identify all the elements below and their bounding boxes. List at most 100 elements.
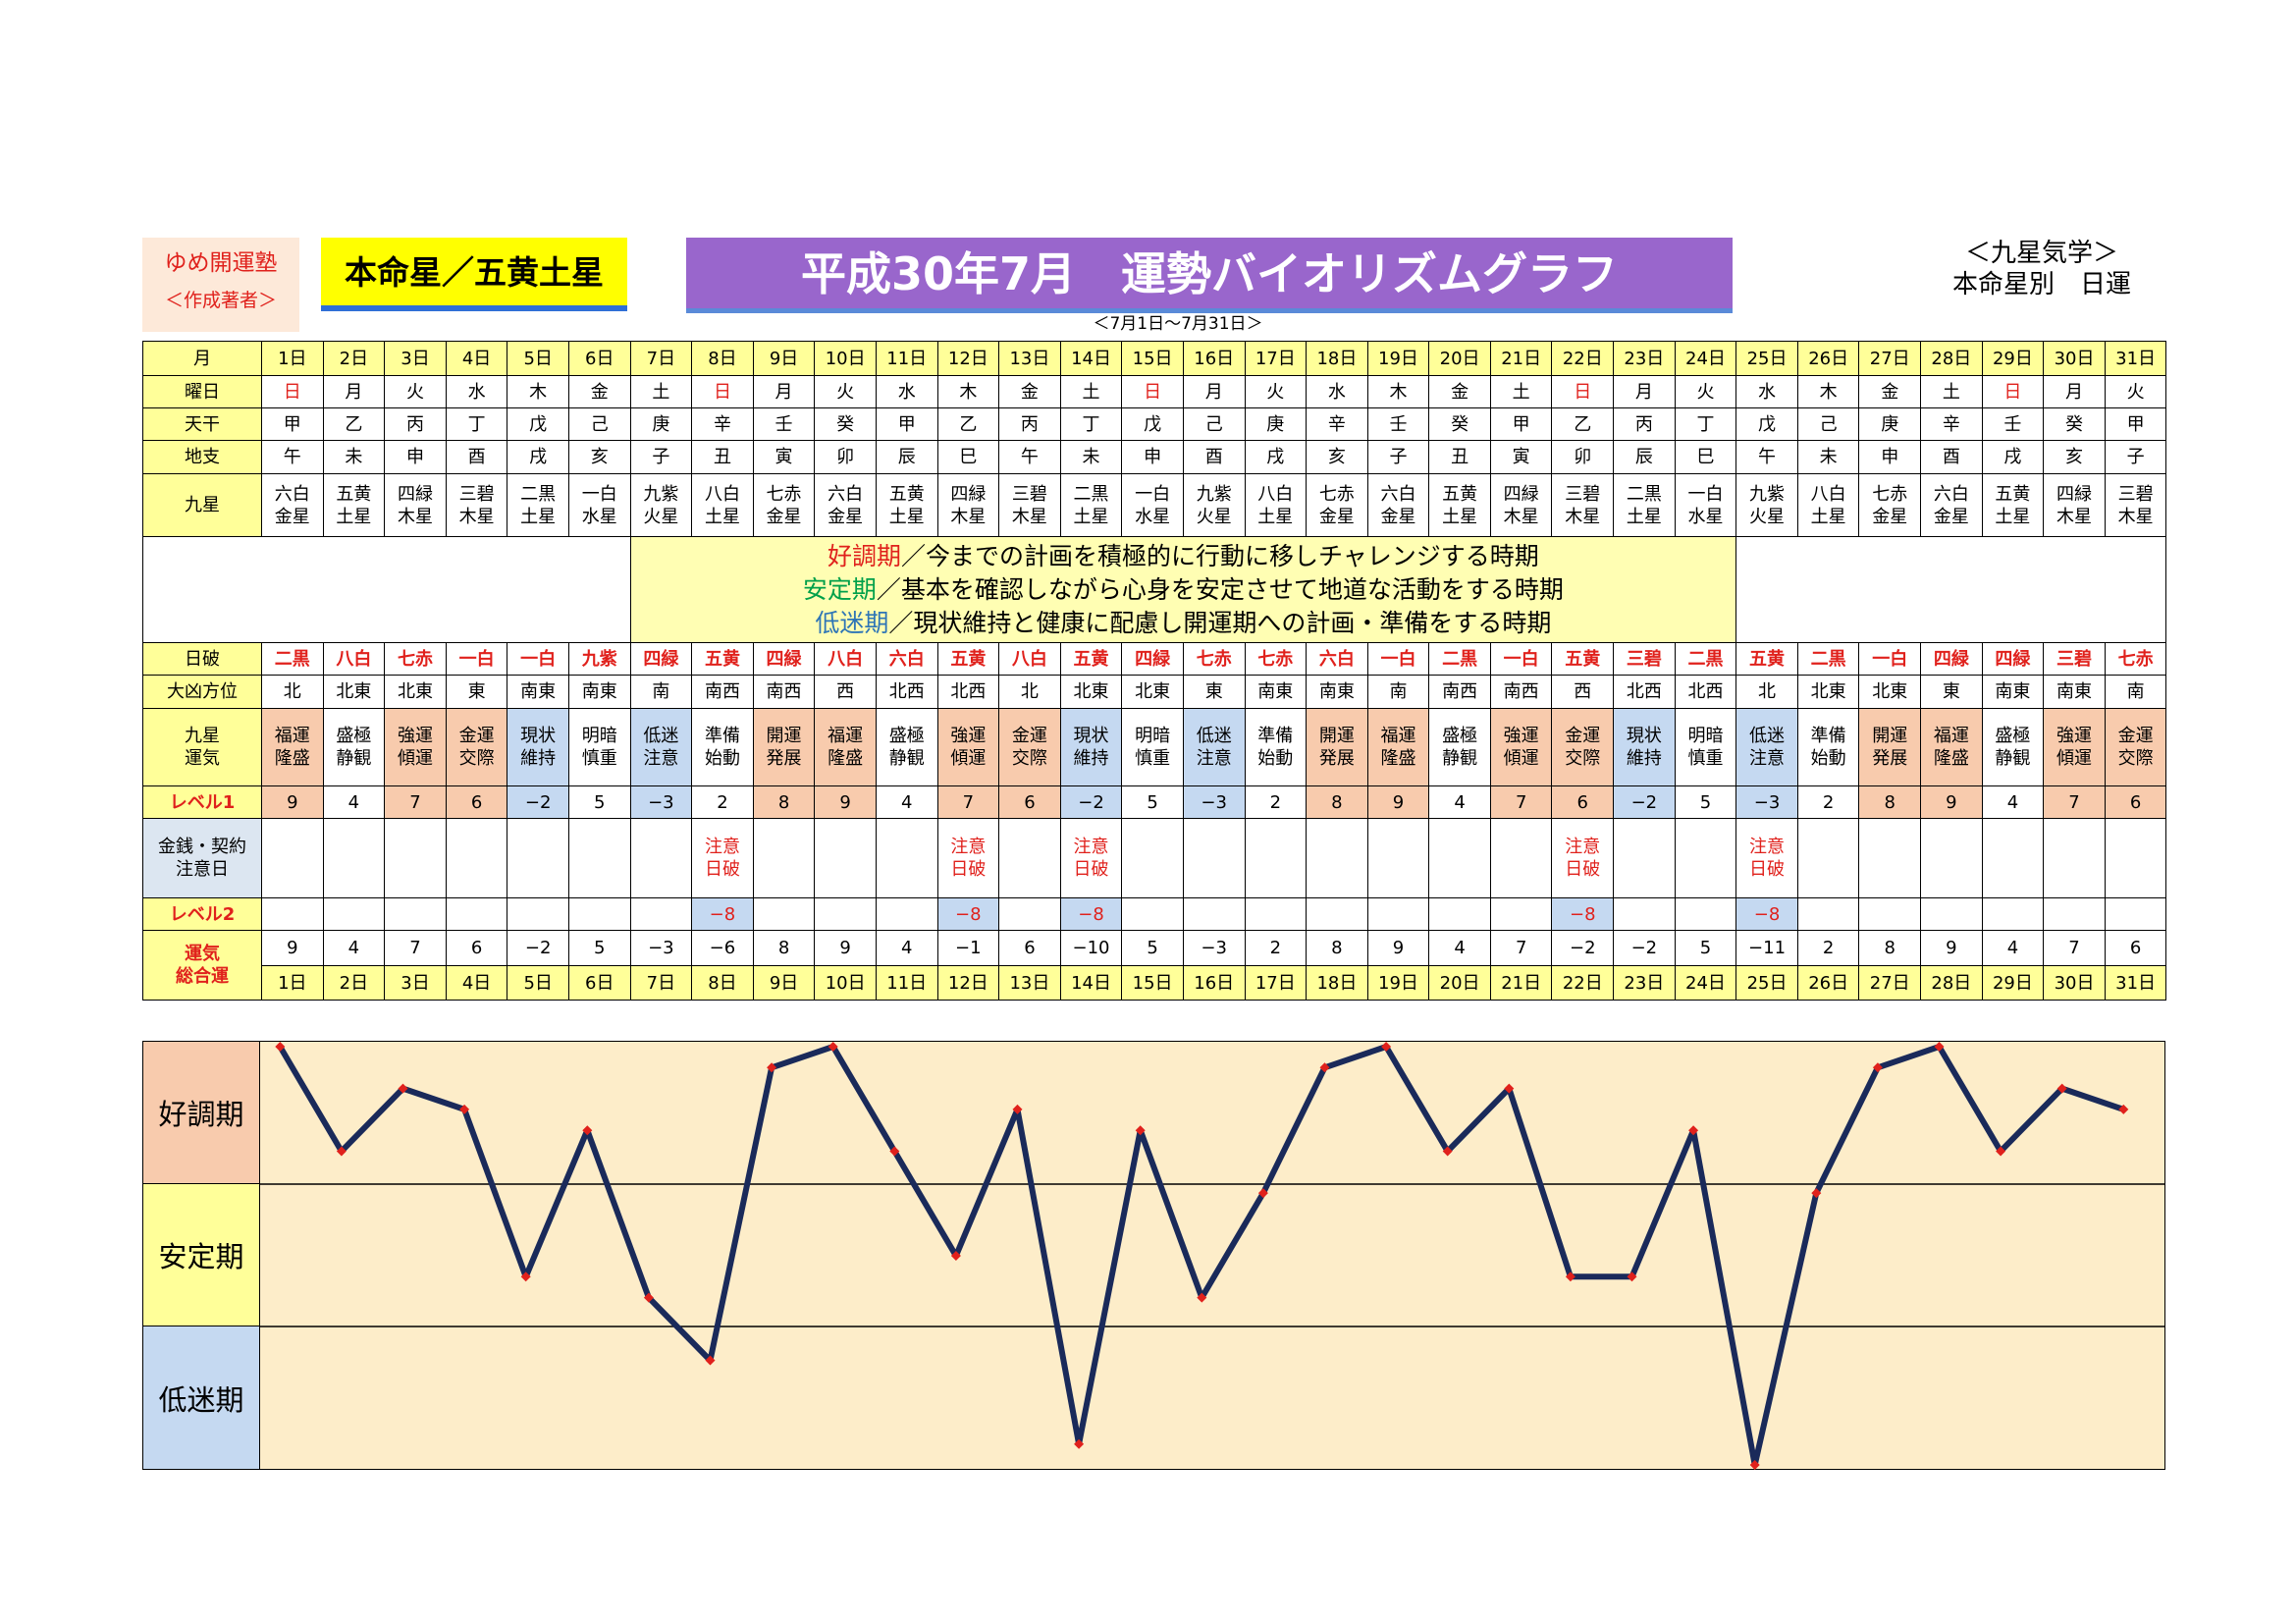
kyusei-cell: 七赤 金星 — [1306, 473, 1368, 537]
cell-text: 12日 — [947, 972, 988, 994]
hiha-cell: 一白 — [1489, 642, 1553, 676]
daikyo-cell: 西 — [1551, 675, 1615, 709]
money-cell — [261, 818, 324, 898]
cell-text: 2日 — [339, 972, 369, 994]
total-cell: 9 — [1366, 930, 1430, 966]
tenkan-cell: 壬 — [1366, 407, 1430, 441]
cell-text: 9 — [839, 791, 851, 813]
unki-cell: 金運 交際 — [2104, 708, 2167, 786]
cell-text: 金 — [1881, 381, 1899, 403]
tenkan-cell: 甲 — [2104, 407, 2167, 441]
kyusei-cell: 二黒 土星 — [507, 473, 569, 537]
cell-line: 火星 — [1749, 506, 1786, 527]
cell-text: 30日 — [2054, 348, 2095, 369]
level2-cell — [507, 897, 569, 931]
kyusei-cell: 四緑 木星 — [2043, 473, 2106, 537]
cell-text: 五黄 — [1749, 648, 1786, 670]
cell-text: 二黒 — [1810, 648, 1846, 670]
money-cell — [1489, 818, 1553, 898]
legend-line: 好調期／今までの計画を積極的に行動に移しチャレンジする時期 — [631, 540, 1735, 573]
cell-text: 26日 — [1808, 972, 1849, 994]
cell-line: 水星 — [581, 506, 617, 527]
month-cell: 2日 — [322, 341, 386, 376]
total-cell: 2 — [1796, 930, 1860, 966]
cell-line: 一白 — [1135, 483, 1171, 505]
unki-cell: 強運 傾運 — [384, 708, 447, 786]
level1-cell: 2 — [1244, 785, 1308, 819]
cell-text: 13日 — [1009, 972, 1050, 994]
cell-text: 南西 — [704, 681, 740, 702]
cell-text: −1 — [955, 938, 982, 958]
cell-text: 木 — [959, 381, 978, 403]
tenkan-cell: 甲 — [261, 407, 324, 441]
cell-text: 2日 — [339, 348, 369, 369]
level1-cell: 9 — [814, 785, 877, 819]
cell-line: 二黒 — [1073, 483, 1109, 505]
cell-text: 25日 — [1746, 972, 1788, 994]
cell-text: 火 — [2126, 381, 2145, 403]
month-cell: 28日 — [1920, 341, 1983, 376]
cell-text: 3日 — [400, 348, 430, 369]
day2-cell: 27日 — [1858, 965, 1922, 1001]
day2-cell: 17日 — [1244, 965, 1308, 1001]
cell-line: 強運 — [2056, 726, 2093, 746]
data-point — [1565, 1272, 1575, 1282]
cell-text: 7日 — [646, 972, 676, 994]
daikyo-cell: 南西 — [752, 675, 816, 709]
day2-cell: 14日 — [1059, 965, 1123, 1001]
hiha-cell: 七赤 — [2104, 642, 2167, 676]
weekday-cell: 水 — [875, 375, 938, 408]
tenkan-cell: 癸 — [2043, 407, 2106, 441]
level1-cell: 4 — [875, 785, 938, 819]
total-cell: 9 — [814, 930, 877, 966]
cell-line: 二黒 — [1626, 483, 1662, 505]
cell-text: 日 — [1574, 381, 1592, 403]
weekday-cell: 土 — [1489, 375, 1553, 408]
level2-cell — [752, 897, 816, 931]
cell-text: 未 — [1819, 447, 1838, 467]
tenkan-cell: 癸 — [1428, 407, 1491, 441]
total-cell: −6 — [691, 930, 754, 966]
cell-line: 低迷 — [1196, 726, 1232, 746]
level2-cell — [1366, 897, 1430, 931]
unki-cell: 開運 発展 — [1306, 708, 1368, 786]
weekday-cell: 木 — [507, 375, 569, 408]
cell-text: 9 — [287, 938, 298, 958]
cell-line: 準備 — [1810, 726, 1846, 746]
cell-text: 巳 — [1696, 447, 1715, 467]
brand-box: ゆめ開運塾 ＜作成著者＞ — [142, 238, 299, 332]
cell-text: 甲 — [2126, 413, 2145, 435]
total-cell: −3 — [1182, 930, 1246, 966]
level2-cell: −8 — [1551, 897, 1615, 931]
cell-line: 傾運 — [1503, 748, 1539, 769]
total-cell: 6 — [998, 930, 1061, 966]
month-cell: 29日 — [1981, 341, 2045, 376]
cell-text: −11 — [1748, 938, 1787, 958]
cell-text: 13日 — [1009, 348, 1050, 369]
money-cell — [1182, 818, 1246, 898]
total-cell: 9 — [1920, 930, 1983, 966]
unki-cell: 盛極 静観 — [322, 708, 386, 786]
cell-line: 六白 — [274, 483, 310, 505]
kyusei-cell: 九紫 火星 — [629, 473, 693, 537]
tenkan-cell: 戊 — [507, 407, 569, 441]
hiha-cell: 七赤 — [1244, 642, 1308, 676]
level2-cell: −8 — [1059, 897, 1123, 931]
cell-text: 17日 — [1255, 348, 1296, 369]
level2-cell — [261, 897, 324, 931]
cell-text: 31日 — [2115, 348, 2157, 369]
data-point — [1257, 1188, 1268, 1199]
money-cell — [814, 818, 877, 898]
cell-line: 土星 — [888, 506, 925, 527]
level1-cell: 2 — [1796, 785, 1860, 819]
daikyo-cell: 南 — [629, 675, 693, 709]
cell-text: 五黄 — [1565, 648, 1601, 670]
cell-line: 土星 — [336, 506, 372, 527]
hiha-cell: 七赤 — [1182, 642, 1246, 676]
cell-text: 5 — [594, 791, 606, 813]
day2-cell: 19日 — [1366, 965, 1430, 1001]
cell-text: 七赤 — [2117, 648, 2154, 670]
total-cell: 9 — [261, 930, 324, 966]
level2-cell — [1981, 897, 2045, 931]
cell-text: 18日 — [1316, 972, 1358, 994]
